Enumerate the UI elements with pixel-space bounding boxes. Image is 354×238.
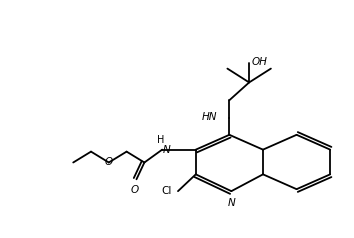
Text: N: N	[163, 145, 171, 155]
Text: N: N	[228, 198, 235, 208]
Text: Cl: Cl	[162, 186, 172, 196]
Text: O: O	[105, 158, 113, 168]
Text: HN: HN	[202, 112, 217, 122]
Text: H: H	[156, 135, 164, 145]
Text: OH: OH	[251, 57, 267, 67]
Text: O: O	[130, 185, 138, 195]
